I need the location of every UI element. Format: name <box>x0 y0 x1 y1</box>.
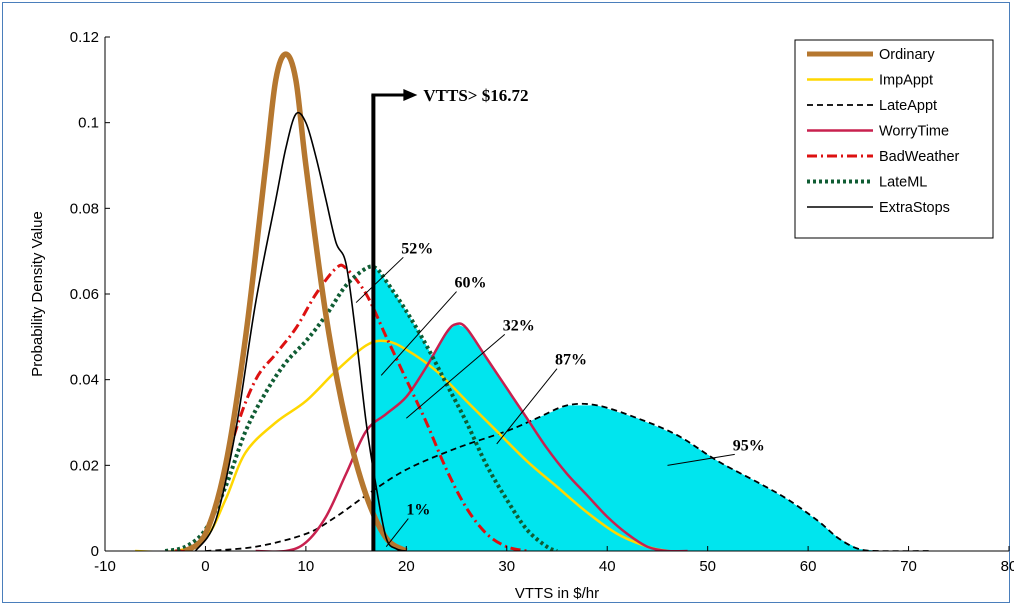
y-tick-label: 0.1 <box>78 115 99 132</box>
threshold-marker: VTTS> $16.72 <box>371 86 528 551</box>
legend-label: BadWeather <box>879 149 960 165</box>
axes: -10 0 10 20 30 40 50 60 70 8000.020.040.060.080.1… <box>70 29 1014 575</box>
series-layer <box>135 51 929 551</box>
annotation-leader-line <box>496 368 558 445</box>
x-axis-label: VTTS in $/hr <box>515 585 599 602</box>
legend: Ordinary ImpAppt LateAppt WorryTime BadWeath… <box>794 39 994 239</box>
annotation-leader-line <box>406 334 506 419</box>
x-tick-label: 40 <box>599 558 616 575</box>
annotations: 52% 60% 32% 87% 95% 1% <box>355 240 765 548</box>
legend-label: ExtraStops <box>879 200 950 216</box>
series-line-lateappt <box>205 402 929 551</box>
series-line-ordinary <box>183 51 408 551</box>
y-tick-label: 0.08 <box>70 200 99 217</box>
threshold-label: VTTS> $16.72 <box>423 86 528 105</box>
y-tick-label: 0 <box>91 543 99 560</box>
threshold-arrow-head <box>403 89 418 101</box>
legend-label: WorryTime <box>879 124 949 140</box>
annotation-label: 52% <box>401 240 433 257</box>
annotation-label: 1% <box>406 502 430 519</box>
annotation-label: 95% <box>733 437 765 454</box>
x-tick-label: 10 <box>298 558 315 575</box>
y-tick-label: 0.12 <box>70 29 99 46</box>
annotation-label: 87% <box>555 352 587 369</box>
x-tick-label: -10 <box>94 558 116 575</box>
annotation-label: 32% <box>503 317 535 334</box>
x-tick-label: 20 <box>398 558 415 575</box>
shaded-area-layer <box>373 268 879 551</box>
series-line-impappt <box>135 339 668 551</box>
y-tick-label: 0.06 <box>70 286 99 303</box>
x-tick-label: 80 <box>1001 558 1014 575</box>
x-tick-label: 30 <box>498 558 515 575</box>
x-tick-label: 0 <box>201 558 209 575</box>
legend-label: ImpAppt <box>879 73 933 89</box>
y-axis-label: Probability Density Value <box>29 211 46 377</box>
legend-label: Ordinary <box>879 47 935 63</box>
annotation-leader-line <box>380 291 457 376</box>
legend-label: LateAppt <box>879 98 937 114</box>
x-tick-label: 50 <box>699 558 716 575</box>
legend-label: LateML <box>879 175 927 191</box>
annotation-leader-line <box>667 453 735 466</box>
annotation-leader-line <box>385 518 409 548</box>
annotation-leader-line <box>355 256 404 303</box>
series-line-worrytime <box>255 322 688 551</box>
x-tick-label: 60 <box>800 558 817 575</box>
series-line-extrastops <box>194 111 407 551</box>
x-tick-label: 70 <box>900 558 917 575</box>
y-tick-label: 0.02 <box>70 457 99 474</box>
shaded-area-above-threshold <box>373 268 879 551</box>
y-tick-label: 0.04 <box>70 372 99 389</box>
annotation-label: 60% <box>455 275 487 292</box>
legend-box <box>794 39 994 239</box>
